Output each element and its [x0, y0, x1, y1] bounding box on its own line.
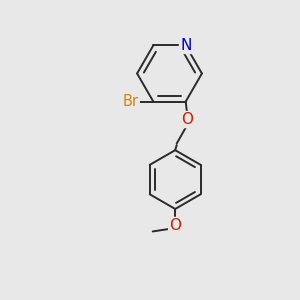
Text: O: O	[169, 218, 181, 233]
Text: O: O	[181, 112, 193, 127]
Text: N: N	[180, 38, 191, 53]
Text: Br: Br	[123, 94, 139, 109]
